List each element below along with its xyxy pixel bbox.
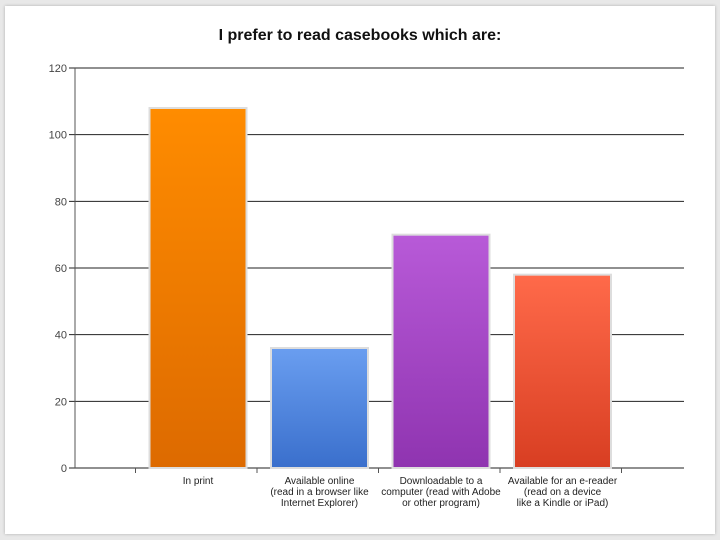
y-tick-label: 120 <box>49 63 67 75</box>
bar-3 <box>391 233 491 469</box>
y-tick-label: 20 <box>55 396 67 408</box>
x-category-label: Available for an e-reader (read on a devi… <box>508 476 618 509</box>
y-tick-label: 0 <box>61 463 67 475</box>
bar-1 <box>148 107 248 469</box>
bar-2 <box>270 347 369 469</box>
chart-title: I prefer to read casebooks which are: <box>218 27 502 44</box>
x-category-label: In print <box>183 476 214 487</box>
y-tick-label: 100 <box>49 130 67 142</box>
y-tick-label: 80 <box>55 196 67 208</box>
bar-4 <box>513 273 612 469</box>
y-tick-label: 40 <box>55 330 67 342</box>
x-category-label: Downloadable to a computer (read with Ado… <box>381 476 501 509</box>
x-category-label: Available online (read in a browser like I… <box>270 476 369 509</box>
y-tick-label: 60 <box>55 263 67 275</box>
